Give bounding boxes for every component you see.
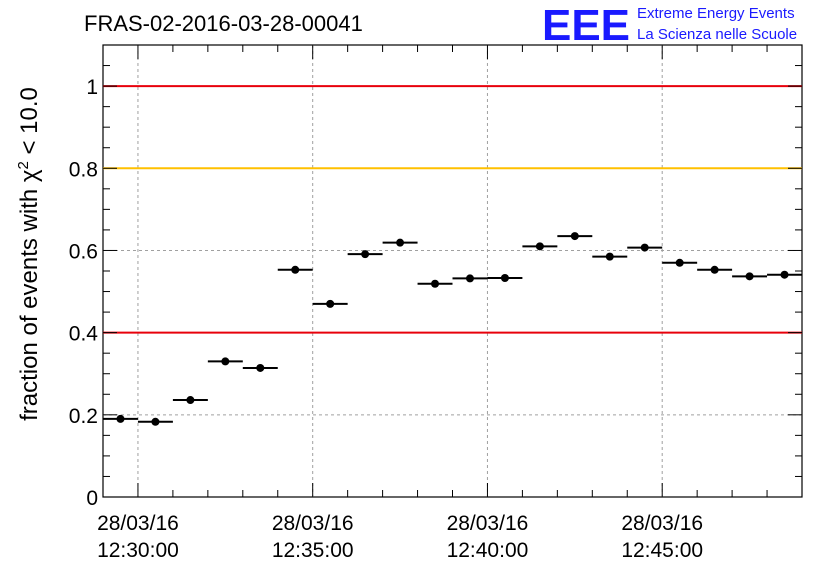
y-tick-label: 0.2 <box>69 405 98 428</box>
x-tick-label-date: 28/03/16 <box>447 512 529 535</box>
y-axis-label-suffix: < 10.0 <box>16 87 43 161</box>
data-point <box>500 273 509 282</box>
plot-frame <box>102 44 803 498</box>
y-tick-label: 0 <box>86 487 98 510</box>
data-point <box>396 238 405 247</box>
data-point <box>675 258 684 267</box>
data-point <box>151 417 160 426</box>
x-tick-label-date: 28/03/16 <box>272 512 354 535</box>
y-axis-label-sup: 2 <box>15 161 32 169</box>
eee-logo: EEE Extreme Energy Events La Scienza nel… <box>542 1 797 50</box>
data-point <box>361 250 370 259</box>
y-tick-label: 0.8 <box>69 158 98 181</box>
y-axis-label-prefix: fraction of events with <box>16 182 43 421</box>
data-point <box>291 265 300 274</box>
data-point <box>745 272 754 281</box>
data-point <box>570 232 579 241</box>
y-tick-label: 0.6 <box>69 240 98 263</box>
tick-labels: 0 0.2 0.4 0.6 0.8 1 28/03/16 12:30:00 28/03/16 12… <box>69 76 703 562</box>
grid-lines <box>103 45 802 497</box>
data-point <box>221 357 230 366</box>
x-tick-label-date: 28/03/16 <box>97 512 179 535</box>
data-point <box>780 270 789 279</box>
x-tick-label-time: 12:30:00 <box>97 539 179 562</box>
data-point <box>256 363 265 372</box>
axis-ticks <box>102 44 803 498</box>
y-axis-label-chi: χ <box>16 169 43 182</box>
x-tick-label-time: 12:35:00 <box>272 539 354 562</box>
reference-lines <box>103 85 802 334</box>
data-point <box>326 299 335 308</box>
y-tick-label: 1 <box>86 76 98 99</box>
data-points <box>103 232 802 426</box>
data-point <box>116 414 125 423</box>
data-point <box>640 243 649 252</box>
x-tick-label-time: 12:40:00 <box>447 539 529 562</box>
logo-letters: EEE <box>542 1 630 50</box>
x-tick-label-time: 12:45:00 <box>621 539 703 562</box>
data-point <box>710 265 719 274</box>
logo-line-2: La Scienza nelle Scuole <box>637 26 797 43</box>
data-point <box>605 252 614 261</box>
chart-title: FRAS-02-2016-03-28-00041 <box>84 11 363 36</box>
x-tick-label-date: 28/03/16 <box>621 512 703 535</box>
data-point <box>465 274 474 283</box>
data-point <box>431 279 440 288</box>
y-tick-label: 0.4 <box>69 323 99 346</box>
data-point <box>535 242 544 251</box>
logo-line-1: Extreme Energy Events <box>637 5 795 22</box>
y-axis-label: fraction of events with χ2 < 10.0 <box>15 87 43 421</box>
data-point <box>186 396 195 405</box>
